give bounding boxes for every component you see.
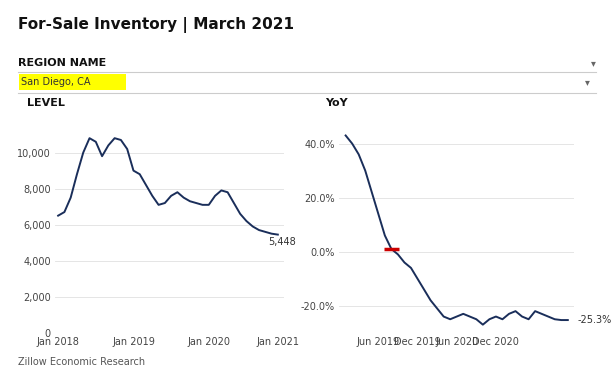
Text: ▾: ▾ (585, 77, 590, 87)
Text: Zillow Economic Research: Zillow Economic Research (18, 356, 145, 367)
Text: YoY: YoY (325, 98, 348, 108)
Text: -25.3%: -25.3% (577, 315, 611, 325)
FancyBboxPatch shape (19, 74, 126, 90)
Text: 5,448: 5,448 (268, 237, 296, 247)
Text: San Diego, CA: San Diego, CA (21, 77, 90, 87)
Text: ▾: ▾ (591, 58, 596, 68)
Text: For-Sale Inventory | March 2021: For-Sale Inventory | March 2021 (18, 17, 295, 33)
Text: REGION NAME: REGION NAME (18, 58, 106, 68)
Text: LEVEL: LEVEL (27, 98, 65, 108)
